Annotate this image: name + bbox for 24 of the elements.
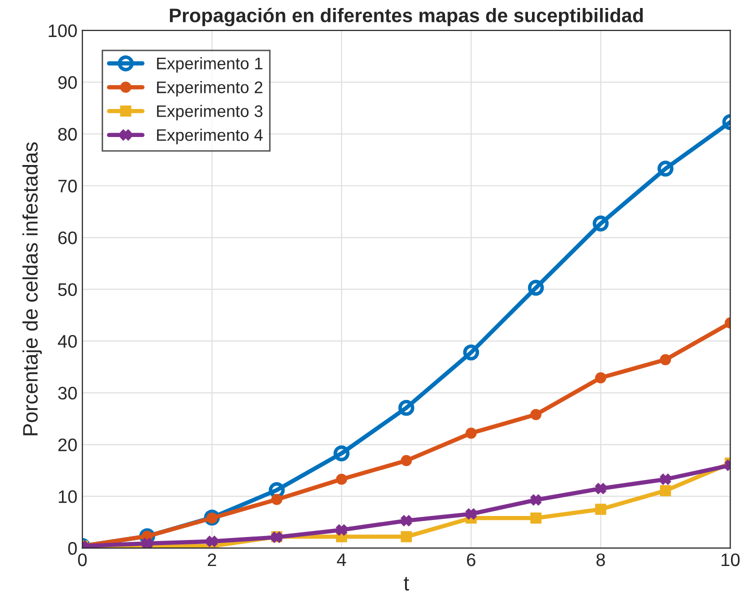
y-tick-label: 40 (58, 334, 77, 348)
x-tick-label: 10 (722, 553, 740, 566)
x-tick-label: 2 (208, 553, 216, 566)
chart-title: Propagación en diferentes mapas de suceptibilidad (170, 8, 643, 26)
y-tick-label: 60 (58, 231, 77, 244)
y-tick-label: 10 (58, 490, 77, 504)
legend-label: Experimento 1 (157, 57, 262, 73)
y-tick-label: 90 (58, 76, 77, 89)
y-tick-label: 100 (48, 24, 77, 38)
legend-label: Experimento 2 (157, 80, 262, 97)
x-tick-label: 4 (336, 554, 346, 566)
y-tick-label: 50 (58, 283, 77, 296)
y-tick-label: 20 (58, 438, 77, 452)
x-tick-label: 0 (78, 553, 87, 566)
x-axis-title: t (404, 576, 410, 591)
y-tick-label: 70 (58, 180, 77, 192)
legend-label: Experimento 3 (157, 104, 262, 120)
y-tick-label: 0 (68, 542, 77, 555)
legend-label: Experimento 4 (157, 128, 263, 144)
y-tick-label: 80 (58, 128, 77, 141)
x-tick-label: 6 (467, 553, 476, 566)
y-axis-title: Porcentaje de celdas infestadas (22, 142, 42, 436)
y-tick-label: 30 (58, 386, 77, 400)
x-tick-label: 8 (596, 553, 605, 566)
